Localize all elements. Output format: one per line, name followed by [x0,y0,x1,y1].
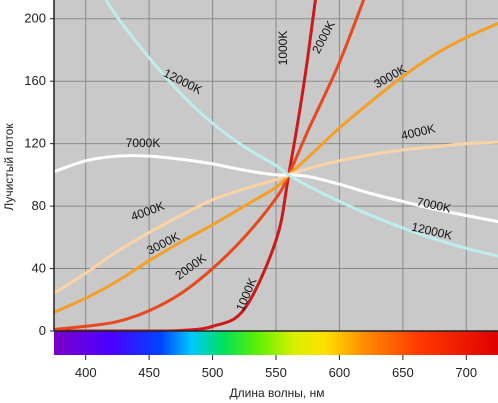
spectrum-bar [54,331,498,355]
series-line-4000K [54,140,498,295]
series-line-3000K [54,21,498,314]
series-line-2000K [54,0,366,331]
series-line-7000K [54,154,498,224]
series-line-12000K [104,0,498,258]
x-tick-label: 600 [329,365,351,380]
curves [54,0,498,331]
x-tick-label: 500 [202,365,224,380]
x-ticks: 400 450 500 550 600 650 700 [75,355,477,380]
y-tick-label: 80 [32,198,46,213]
grid [54,0,498,331]
x-tick-label: 650 [392,365,414,380]
curve-label-7000K: 7000K [126,136,161,150]
y-axis-title: Лучистый поток [2,123,16,211]
x-tick-label: 550 [265,365,287,380]
y-tick-label: 160 [24,73,46,88]
x-axis-title: Длина волны, нм [230,386,325,400]
y-tick-label: 0 [39,323,46,338]
y-ticks: 0 40 80 120 160 200 [24,11,54,338]
y-tick-label: 200 [24,11,46,26]
x-tick-label: 400 [75,365,97,380]
y-tick-label: 40 [32,261,46,276]
x-tick-label: 700 [455,365,477,380]
series-line-1000K [54,0,318,331]
curve-label-1000K: 1000K [276,31,290,66]
x-tick-label: 450 [138,365,160,380]
y-tick-label: 120 [24,136,46,151]
